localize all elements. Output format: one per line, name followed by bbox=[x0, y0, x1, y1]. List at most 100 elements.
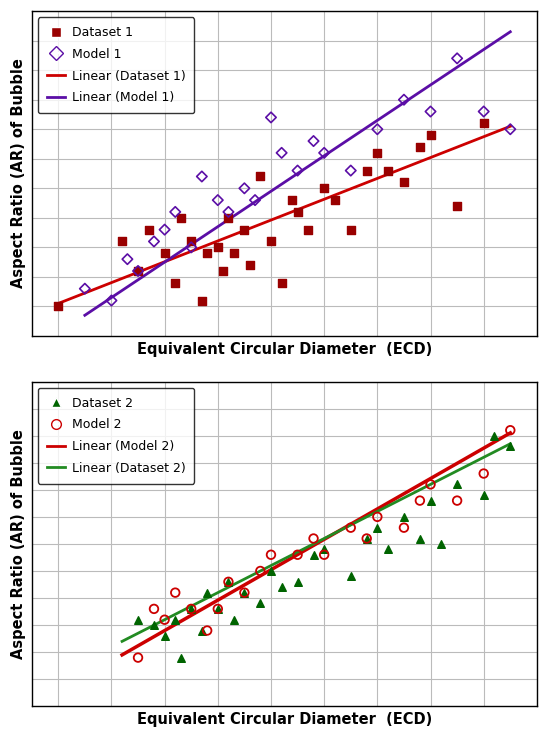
Point bbox=[150, 603, 158, 615]
Point bbox=[134, 652, 142, 663]
Point bbox=[373, 511, 382, 523]
Point bbox=[240, 224, 249, 235]
Point bbox=[399, 522, 408, 534]
Point bbox=[197, 624, 206, 636]
Point bbox=[288, 194, 296, 206]
Point bbox=[150, 235, 158, 247]
Point bbox=[346, 224, 355, 235]
Point bbox=[453, 52, 461, 64]
X-axis label: Equivalent Circular Diameter  (ECD): Equivalent Circular Diameter (ECD) bbox=[136, 342, 432, 356]
Point bbox=[453, 494, 461, 506]
Point bbox=[144, 224, 153, 235]
Point bbox=[320, 147, 329, 159]
Point bbox=[320, 182, 329, 194]
Point bbox=[320, 549, 329, 561]
Point bbox=[197, 170, 206, 182]
Point bbox=[171, 277, 180, 289]
Point bbox=[256, 170, 265, 182]
Point bbox=[304, 224, 312, 235]
Point bbox=[256, 598, 265, 610]
Point bbox=[187, 241, 196, 253]
Point bbox=[250, 194, 259, 206]
Point bbox=[230, 247, 238, 259]
Point bbox=[453, 478, 461, 490]
Point bbox=[480, 106, 488, 117]
Point bbox=[266, 111, 275, 123]
Point bbox=[309, 549, 318, 561]
Point bbox=[81, 283, 89, 294]
Point bbox=[171, 206, 180, 218]
Point bbox=[453, 200, 461, 212]
Point bbox=[176, 652, 185, 663]
Point bbox=[426, 494, 435, 506]
Point bbox=[426, 478, 435, 490]
Legend: Dataset 2, Model 2, Linear (Model 2), Linear (Dataset 2): Dataset 2, Model 2, Linear (Model 2), Li… bbox=[38, 387, 194, 483]
Point bbox=[107, 294, 116, 306]
Point bbox=[54, 300, 62, 312]
Point bbox=[426, 129, 435, 141]
Point bbox=[187, 603, 196, 615]
Point bbox=[118, 235, 127, 247]
Point bbox=[362, 533, 371, 545]
Point bbox=[134, 614, 142, 626]
Point bbox=[480, 468, 488, 480]
Point bbox=[277, 277, 286, 289]
Point bbox=[437, 538, 446, 550]
Point bbox=[266, 565, 275, 577]
Point bbox=[160, 224, 169, 235]
Point bbox=[399, 176, 408, 188]
Point bbox=[480, 117, 488, 129]
Point bbox=[309, 135, 318, 147]
Point bbox=[346, 570, 355, 582]
Point bbox=[293, 206, 302, 218]
Point bbox=[240, 182, 249, 194]
Point bbox=[346, 165, 355, 176]
Point bbox=[224, 576, 233, 587]
Point bbox=[134, 265, 142, 277]
Point bbox=[213, 603, 222, 615]
Point bbox=[384, 165, 392, 176]
X-axis label: Equivalent Circular Diameter  (ECD): Equivalent Circular Diameter (ECD) bbox=[136, 712, 432, 727]
Point bbox=[490, 430, 499, 441]
Point bbox=[213, 194, 222, 206]
Point bbox=[330, 194, 339, 206]
Point bbox=[256, 565, 265, 577]
Point bbox=[293, 576, 302, 587]
Y-axis label: Aspect Ratio (AR) of Bubble: Aspect Ratio (AR) of Bubble bbox=[11, 58, 26, 289]
Point bbox=[230, 614, 238, 626]
Point bbox=[506, 123, 515, 135]
Point bbox=[320, 543, 329, 555]
Point bbox=[266, 549, 275, 561]
Point bbox=[160, 614, 169, 626]
Point bbox=[506, 441, 515, 452]
Point bbox=[160, 247, 169, 259]
Point bbox=[266, 235, 275, 247]
Point bbox=[384, 543, 392, 555]
Point bbox=[203, 247, 212, 259]
Y-axis label: Aspect Ratio (AR) of Bubble: Aspect Ratio (AR) of Bubble bbox=[11, 429, 26, 659]
Point bbox=[197, 294, 206, 306]
Point bbox=[293, 549, 302, 561]
Point bbox=[150, 619, 158, 631]
Point bbox=[219, 265, 227, 277]
Point bbox=[415, 494, 424, 506]
Point bbox=[399, 94, 408, 106]
Point bbox=[224, 212, 233, 224]
Point bbox=[373, 123, 382, 135]
Point bbox=[187, 235, 196, 247]
Point bbox=[277, 582, 286, 593]
Point bbox=[277, 147, 286, 159]
Point bbox=[362, 165, 371, 176]
Point bbox=[240, 587, 249, 599]
Point bbox=[213, 603, 222, 615]
Point bbox=[160, 630, 169, 642]
Point bbox=[224, 576, 233, 587]
Point bbox=[362, 533, 371, 545]
Point bbox=[123, 253, 132, 265]
Point bbox=[415, 533, 424, 545]
Point bbox=[506, 424, 515, 436]
Point bbox=[134, 265, 142, 277]
Point bbox=[213, 241, 222, 253]
Point bbox=[203, 624, 212, 636]
Point bbox=[240, 587, 249, 599]
